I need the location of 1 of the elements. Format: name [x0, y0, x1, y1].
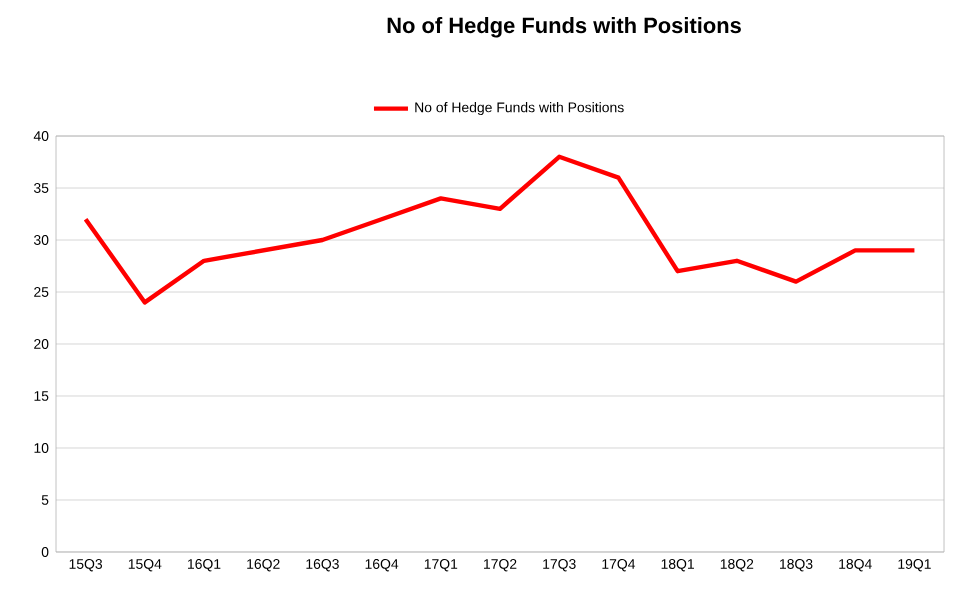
chart-title: No of Hedge Funds with Positions [387, 17, 741, 38]
